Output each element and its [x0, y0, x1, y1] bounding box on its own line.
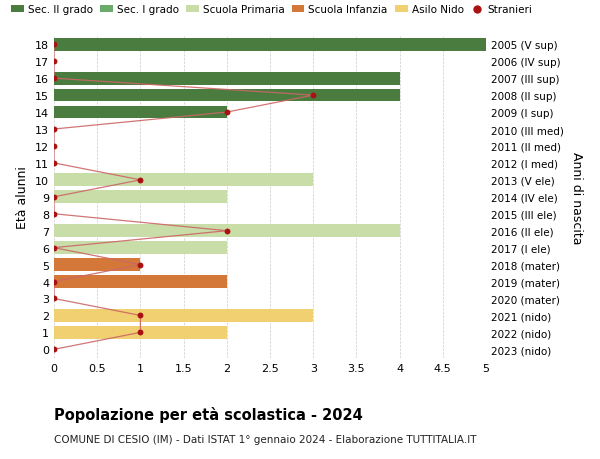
Point [222, 228, 232, 235]
Point [49, 58, 59, 66]
Bar [54, 225, 400, 237]
Point [49, 295, 59, 302]
Point [49, 143, 59, 150]
Text: COMUNE DI CESIO (IM) - Dati ISTAT 1° gennaio 2024 - Elaborazione TUTTITALIA.IT: COMUNE DI CESIO (IM) - Dati ISTAT 1° gen… [54, 434, 476, 444]
Point [49, 160, 59, 167]
Bar [54, 242, 227, 254]
Bar [54, 174, 313, 187]
Text: Popolazione per età scolastica - 2024: Popolazione per età scolastica - 2024 [54, 406, 363, 422]
Point [49, 126, 59, 134]
Legend: Sec. II grado, Sec. I grado, Scuola Primaria, Scuola Infanzia, Asilo Nido, Stran: Sec. II grado, Sec. I grado, Scuola Prim… [11, 5, 533, 15]
Point [308, 92, 318, 100]
Y-axis label: Anni di nascita: Anni di nascita [570, 151, 583, 244]
Bar [54, 39, 486, 51]
Point [136, 261, 145, 269]
Point [49, 75, 59, 83]
Bar [54, 275, 227, 288]
Point [222, 109, 232, 117]
Bar [54, 106, 227, 119]
Point [49, 278, 59, 285]
Point [136, 312, 145, 319]
Bar [54, 259, 140, 271]
Bar [54, 73, 400, 85]
Point [136, 329, 145, 336]
Bar [54, 191, 227, 204]
Y-axis label: Età alunni: Età alunni [16, 166, 29, 229]
Bar [54, 326, 227, 339]
Bar [54, 90, 400, 102]
Point [49, 41, 59, 49]
Bar [54, 309, 313, 322]
Point [49, 211, 59, 218]
Point [49, 245, 59, 252]
Point [136, 177, 145, 184]
Point [49, 346, 59, 353]
Point [49, 194, 59, 201]
